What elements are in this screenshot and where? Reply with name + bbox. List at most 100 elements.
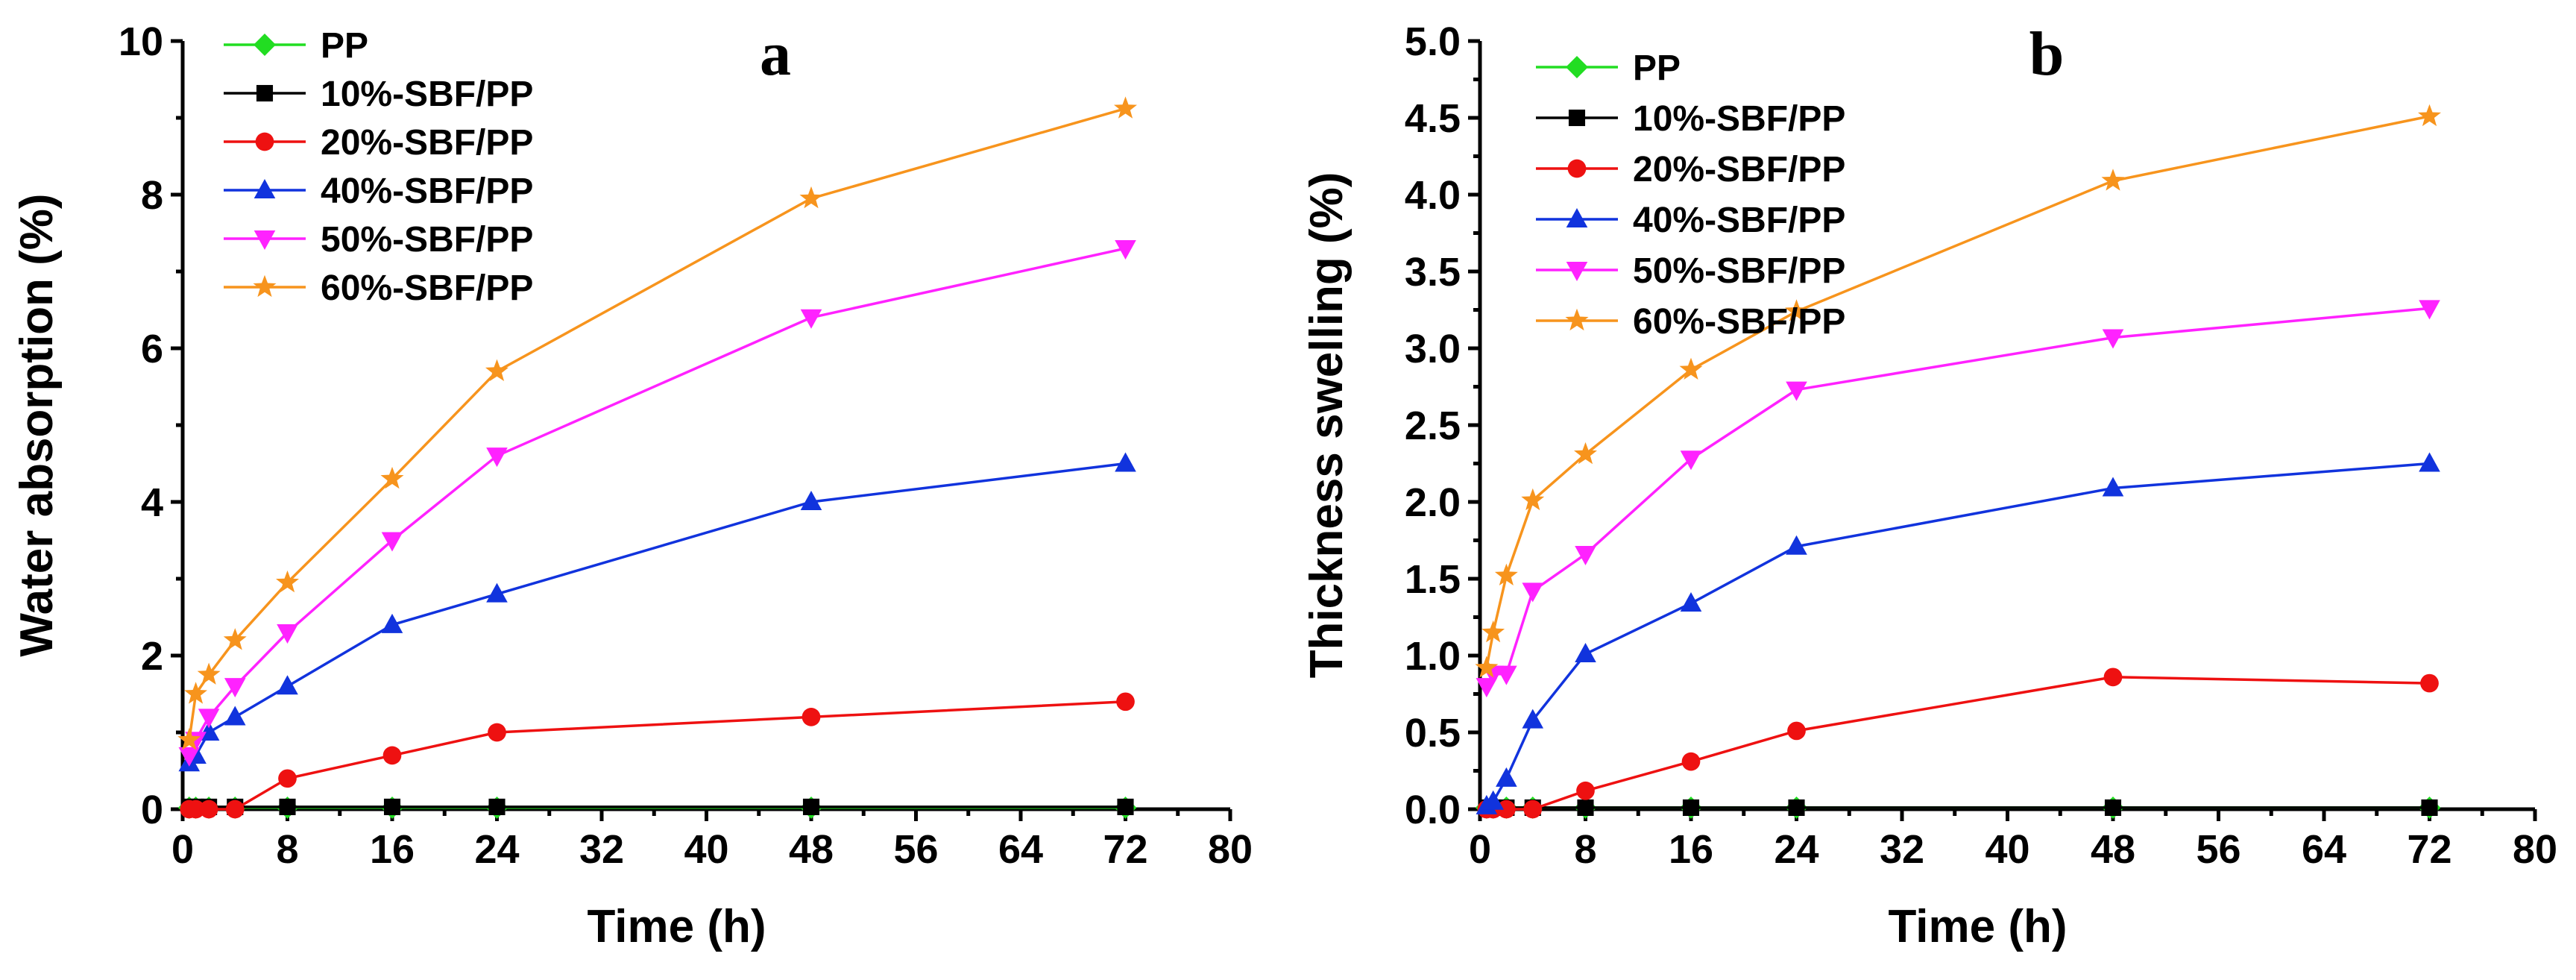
x-tick-label: 16 (370, 827, 415, 872)
data-point (1682, 799, 1700, 816)
panel-label: b (2029, 19, 2065, 89)
x-tick-label: 80 (2513, 827, 2557, 872)
legend-label: 20%-SBF/PP (321, 123, 533, 163)
series-10pct-sbf-pp (1478, 799, 2438, 816)
data-point (1476, 678, 1498, 698)
data-point (2102, 329, 2124, 349)
data-point (1575, 545, 1596, 565)
x-tick-label: 72 (1103, 827, 1147, 872)
data-point (1117, 798, 1134, 815)
series-60pct-sbf-pp (1475, 104, 2441, 678)
legend: PP 10%-SBF/PP 20%-SBF/PP 40%-SBF/PP 50%-SBF/… (224, 26, 533, 308)
data-point (1115, 240, 1136, 260)
legend-marker (1566, 208, 1588, 228)
data-point (225, 800, 245, 819)
legend-item: 40%-SBF/PP (1536, 201, 1845, 240)
x-tick-label: 72 (2407, 827, 2451, 872)
legend-item: 20%-SBF/PP (1536, 150, 1845, 189)
data-point (1576, 781, 1595, 800)
series-line (1485, 115, 2430, 668)
x-tick-label: 56 (2196, 827, 2240, 872)
data-point (1787, 721, 1806, 741)
legend-label: 40%-SBF/PP (1633, 201, 1845, 240)
x-tick-label: 64 (998, 827, 1043, 872)
legend-item: 60%-SBF/PP (1536, 302, 1845, 342)
data-point (197, 662, 221, 685)
data-point (1496, 665, 1517, 685)
data-point (486, 582, 508, 603)
x-tick-label: 0 (1469, 827, 1491, 872)
legend-marker (253, 34, 276, 56)
y-tick-label: 10 (119, 19, 163, 64)
legend-marker (1568, 109, 1586, 127)
x-tick-label: 24 (474, 827, 519, 872)
data-point (1786, 535, 1807, 555)
series-line (188, 462, 1126, 764)
legend-marker (255, 132, 274, 151)
legend-marker (253, 230, 276, 250)
series-20pct-sbf-pp (1477, 668, 2439, 819)
data-point (2421, 799, 2438, 816)
panel-label: a (760, 19, 791, 89)
data-point (177, 728, 201, 750)
data-point (1679, 357, 1703, 380)
data-point (382, 746, 402, 765)
legend-label: 50%-SBF/PP (1633, 251, 1845, 291)
x-axis-title: Time (h) (588, 901, 766, 952)
legend-marker (1565, 308, 1589, 331)
data-point (2103, 668, 2123, 687)
series-line (1485, 307, 2430, 688)
data-point (2418, 104, 2441, 127)
data-point (1522, 582, 1544, 603)
data-point (279, 798, 296, 815)
legend-label: 10%-SBF/PP (321, 75, 533, 114)
data-point (278, 769, 297, 788)
y-tick-label: 2 (141, 634, 163, 679)
data-point (383, 798, 401, 815)
data-point (1574, 442, 1597, 465)
legend-marker (1566, 56, 1588, 78)
data-point (186, 800, 205, 819)
legend-marker (1566, 261, 1588, 281)
y-tick-label: 3.0 (1405, 327, 1461, 371)
x-tick-label: 24 (1774, 827, 1818, 872)
x-tick-label: 32 (579, 827, 624, 872)
data-point (802, 708, 821, 726)
legend-label: 60%-SBF/PP (321, 268, 533, 308)
y-tick-label: 0 (141, 788, 163, 832)
legend-marker (253, 179, 276, 199)
data-point (380, 466, 404, 489)
data-point (1788, 799, 1805, 816)
x-tick-label: 16 (1669, 827, 1713, 872)
data-point (178, 747, 201, 767)
y-tick-label: 0.0 (1405, 788, 1461, 832)
data-point (1681, 752, 1701, 771)
legend: PP 10%-SBF/PP 20%-SBF/PP 40%-SBF/PP 50%-SBF/… (1536, 48, 1845, 342)
data-point (1482, 790, 1504, 810)
series-10pct-sbf-pp (180, 798, 1134, 815)
y-tick-label: 4 (141, 480, 163, 525)
x-tick-label: 48 (2091, 827, 2135, 872)
data-point (2102, 477, 2124, 497)
x-axis-title: Time (h) (1889, 901, 2068, 952)
data-point (2419, 452, 2440, 472)
legend-marker (1567, 159, 1587, 178)
data-point (1577, 799, 1594, 816)
legend-item: 10%-SBF/PP (1536, 99, 1845, 139)
data-point (1494, 563, 1518, 585)
data-point (1680, 592, 1702, 612)
x-tick-label: 48 (789, 827, 834, 872)
x-tick-label: 32 (1880, 827, 1924, 872)
data-point (1115, 452, 1136, 472)
legend-item: 50%-SBF/PP (224, 220, 533, 260)
data-point (1523, 800, 1543, 819)
legend-label: 50%-SBF/PP (321, 220, 533, 260)
legend-item: 20%-SBF/PP (224, 123, 533, 163)
legend-item: PP (224, 26, 368, 66)
data-point (1497, 800, 1516, 819)
series-line (1486, 676, 2430, 811)
data-point (488, 798, 506, 815)
x-tick-label: 80 (1208, 827, 1253, 872)
series-60pct-sbf-pp (177, 96, 1137, 750)
